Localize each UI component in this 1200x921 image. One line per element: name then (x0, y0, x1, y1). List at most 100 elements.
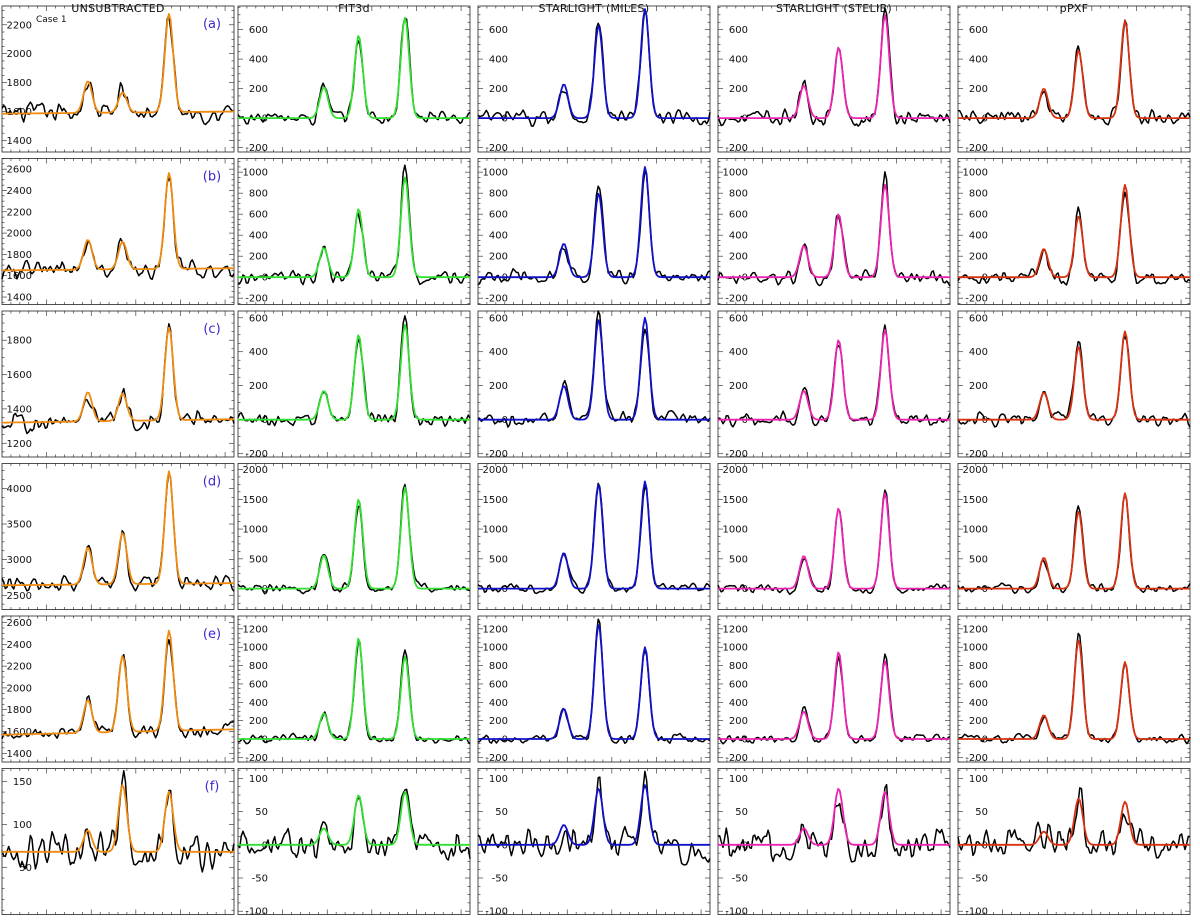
y-tick-label: 2600 (7, 618, 32, 629)
model-fit-line (238, 176, 470, 279)
y-tick-label: 2200 (7, 20, 32, 31)
y-tick-label: 200 (489, 252, 508, 263)
y-tick-label: 600 (489, 313, 508, 324)
y-tick-label: 600 (489, 679, 508, 690)
y-tick-label: 0 (982, 840, 988, 851)
y-tick-label: 0 (982, 273, 988, 284)
y-tick-label: 2000 (7, 49, 32, 60)
y-tick-label: 2000 (723, 465, 748, 476)
y-tick-label: 1000 (963, 643, 988, 654)
panel-4-4: 0 500 1000 1500 2000 (717, 463, 951, 610)
y-tick-label: 400 (489, 231, 508, 242)
y-tick-label: 1000 (243, 643, 268, 654)
y-tick-label: 200 (969, 716, 988, 727)
y-tick-label: 200 (249, 716, 268, 727)
y-tick-label: 2500 (7, 591, 32, 602)
y-tick-label: 600 (969, 25, 988, 36)
panel-frame (957, 768, 1191, 915)
y-tick-label: 1000 (723, 643, 748, 654)
y-tick-label: 1400 (7, 293, 32, 304)
y-tick-label: 0 (262, 840, 268, 851)
y-tick-label: -100 (965, 907, 988, 918)
y-tick-label: 400 (249, 347, 268, 358)
y-tick-label: 1800 (7, 78, 32, 89)
y-tick-label: 600 (249, 313, 268, 324)
panel-5-5: -200 0 200 400 600 800 1000 1200 (957, 615, 1191, 764)
y-tick-label: 600 (489, 210, 508, 221)
model-fit-line (238, 16, 470, 119)
y-tick-label: 0 (742, 735, 748, 746)
y-tick-label: 200 (489, 716, 508, 727)
y-tick-label: 1500 (723, 495, 748, 506)
model-fit-line (2, 470, 235, 587)
model-fit-line (958, 183, 1190, 279)
panel-6-5: -100 -50 0 50 100 (957, 768, 1191, 918)
y-tick-label: 600 (969, 210, 988, 221)
y-tick-label: 600 (729, 210, 748, 221)
panel-5-2: -200 0 200 400 600 800 1000 1200 (237, 615, 471, 764)
y-tick-label: -50 (972, 874, 988, 885)
model-fit-line (2, 784, 234, 853)
panel-frame (1, 5, 235, 153)
panel-row-label: (d) (203, 475, 221, 490)
y-tick-label: -200 (725, 294, 748, 305)
panel-3-1: 1200 1400 1600 1800 (c) (1, 310, 235, 458)
y-tick-label: 200 (729, 381, 748, 392)
y-tick-label: -200 (485, 753, 508, 764)
y-tick-label: 800 (249, 189, 268, 200)
y-tick-label: 1400 (7, 749, 32, 760)
y-tick-label: 2000 (7, 229, 32, 240)
y-tick-label: 400 (729, 55, 748, 66)
y-tick-label: 400 (969, 347, 988, 358)
y-tick-label: -200 (485, 449, 508, 460)
y-tick-label: -50 (492, 874, 508, 885)
panel-3-3: -200 0 200 400 600 (477, 310, 711, 460)
model-fit-line (478, 316, 710, 421)
model-fit-line (478, 8, 710, 119)
y-tick-label: 400 (489, 347, 508, 358)
panel-1-3: -200 0 200 400 600 (477, 5, 711, 154)
y-tick-label: 400 (729, 698, 748, 709)
y-tick-label: 200 (969, 84, 988, 95)
y-tick-label: 0 (502, 114, 508, 125)
y-tick-label: -50 (732, 874, 748, 885)
y-tick-label: 400 (249, 55, 268, 66)
y-tick-label: 0 (262, 273, 268, 284)
y-tick-label: 1000 (723, 525, 748, 536)
observed-spectrum-line (237, 788, 471, 861)
y-tick-label: 1400 (7, 404, 32, 415)
y-tick-label: 0 (742, 114, 748, 125)
y-tick-label: 0 (502, 584, 508, 595)
case-label: Case 1 (36, 15, 67, 25)
y-tick-label: 2000 (483, 465, 508, 476)
y-tick-label: 1200 (243, 624, 268, 635)
y-tick-label: -200 (485, 143, 508, 154)
panel-frame (1, 768, 235, 915)
y-tick-label: -200 (245, 143, 268, 154)
y-tick-label: 0 (262, 584, 268, 595)
y-tick-label: 100 (969, 774, 988, 785)
y-tick-label: 1000 (963, 168, 988, 179)
panel-row-label: (c) (203, 322, 220, 337)
observed-spectrum-line (717, 783, 951, 863)
observed-spectrum-line (1, 14, 235, 126)
model-fit-line (958, 492, 1190, 590)
model-fit-line (958, 797, 1190, 846)
y-tick-label: 0 (742, 840, 748, 851)
y-tick-label: 1000 (243, 168, 268, 179)
y-tick-label: 1000 (483, 525, 508, 536)
y-tick-label: 100 (729, 774, 748, 785)
model-fit-line (478, 784, 710, 846)
y-tick-label: 800 (729, 661, 748, 672)
y-tick-label: 0 (982, 735, 988, 746)
y-tick-label: -200 (965, 143, 988, 154)
y-tick-label: 1000 (243, 525, 268, 536)
model-fit-line (718, 13, 950, 119)
panel-row-label: (a) (203, 17, 221, 32)
model-fit-line (478, 166, 710, 279)
y-tick-label: 500 (729, 554, 748, 565)
y-tick-label: 800 (969, 661, 988, 672)
y-tick-label: 500 (249, 554, 268, 565)
